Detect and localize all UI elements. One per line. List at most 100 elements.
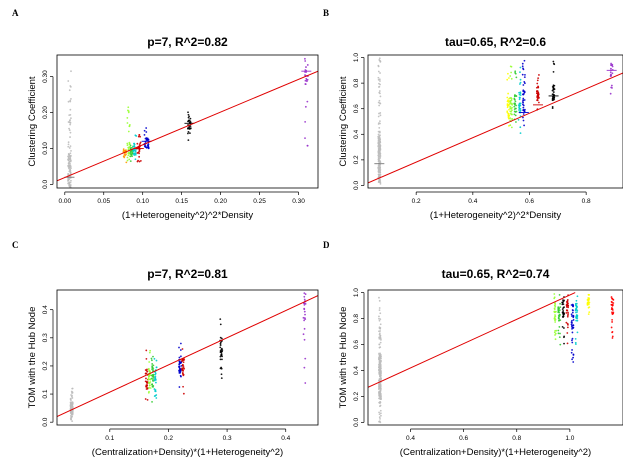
point-cluster [610,296,615,339]
data-point [380,414,382,417]
data-point [611,303,614,306]
data-point [611,321,613,323]
x-axis: 0.00 0.05 0.10 0.15 0.20 0.25 0.30 (1+Heterogen… [58,191,305,221]
data-point [70,395,73,398]
x-tick-label: 0.1 [105,435,114,442]
y-tick-label: 0.3 [42,333,49,342]
data-point [127,109,129,112]
point-cluster [301,57,312,147]
data-point [147,378,150,381]
data-point [537,96,540,99]
data-point [378,327,381,329]
data-point [378,104,381,107]
data-point [67,80,70,82]
data-point [523,59,526,62]
data-point [181,363,184,366]
panel-title: tau=0.65, R^2=0.74 [442,267,550,281]
point-cluster [147,349,152,394]
data-point [611,337,614,339]
data-point [152,364,155,367]
y-tick-label: 0.20 [42,106,49,119]
data-point [565,303,568,306]
data-point [521,73,524,76]
data-point [506,103,509,105]
data-point [552,88,555,91]
data-point [554,329,557,332]
data-point [571,309,574,311]
data-point [148,384,151,387]
data-point [378,368,381,371]
data-point [378,165,381,168]
y-tick-label: 0.2 [353,392,360,401]
data-point [563,306,565,309]
data-point [70,97,72,100]
data-point [304,79,307,82]
data-point [125,149,127,152]
data-point [612,298,615,301]
data-point [127,111,130,114]
x-tick-label: 0.4 [406,435,415,442]
data-point [587,297,590,300]
data-point [551,105,554,108]
data-point [379,346,382,349]
data-point [152,355,154,358]
data-point [515,76,518,79]
data-point [557,309,560,312]
data-point [127,148,130,151]
data-point [187,139,190,142]
data-point [571,349,573,351]
data-point [151,383,153,386]
data-point [182,369,184,372]
data-point [134,134,137,137]
data-point [379,318,382,321]
data-point [126,156,129,159]
x-axis: 0.4 0.6 0.8 1.0 (Centralization+Density)*(1+… [400,428,591,458]
data-point [127,130,130,133]
data-point [304,313,306,316]
data-point [522,68,525,71]
data-point [304,293,307,296]
data-point [610,296,613,298]
y-tick-label: 0.2 [42,361,49,370]
data-point [575,299,578,302]
data-point [379,387,382,390]
data-point [586,304,589,306]
data-point [377,78,380,81]
data-point [553,331,556,334]
data-point [69,100,72,103]
data-point [145,349,148,352]
data-point [71,404,74,407]
y-axis-label: Clustering Coefficient [338,76,349,166]
data-point [379,102,382,105]
y-tick-label: 1.0 [353,53,360,62]
data-point [519,66,522,69]
point-cluster [219,318,224,380]
data-point [220,377,223,380]
data-point [557,329,560,332]
data-point [506,78,509,81]
data-point [554,319,556,322]
data-point [69,164,72,167]
data-point [377,133,380,136]
data-point [586,302,589,305]
data-point [507,112,510,115]
point-cluster [561,296,566,345]
data-point [378,383,380,386]
data-point [377,76,380,79]
data-point [128,158,131,161]
data-point [563,342,565,345]
data-point [145,146,148,149]
data-point [303,307,306,310]
data-point [508,77,510,79]
y-axis-label: TOM with the Hub Node [338,307,349,409]
data-point [611,330,614,333]
data-point [536,79,539,82]
data-point [70,149,72,152]
data-point [303,310,306,313]
panel-title: p=7, R^2=0.81 [147,267,228,281]
data-point [146,381,148,384]
data-point [304,382,307,384]
data-point [567,311,569,314]
data-point [379,148,382,151]
regression-line [368,72,623,184]
